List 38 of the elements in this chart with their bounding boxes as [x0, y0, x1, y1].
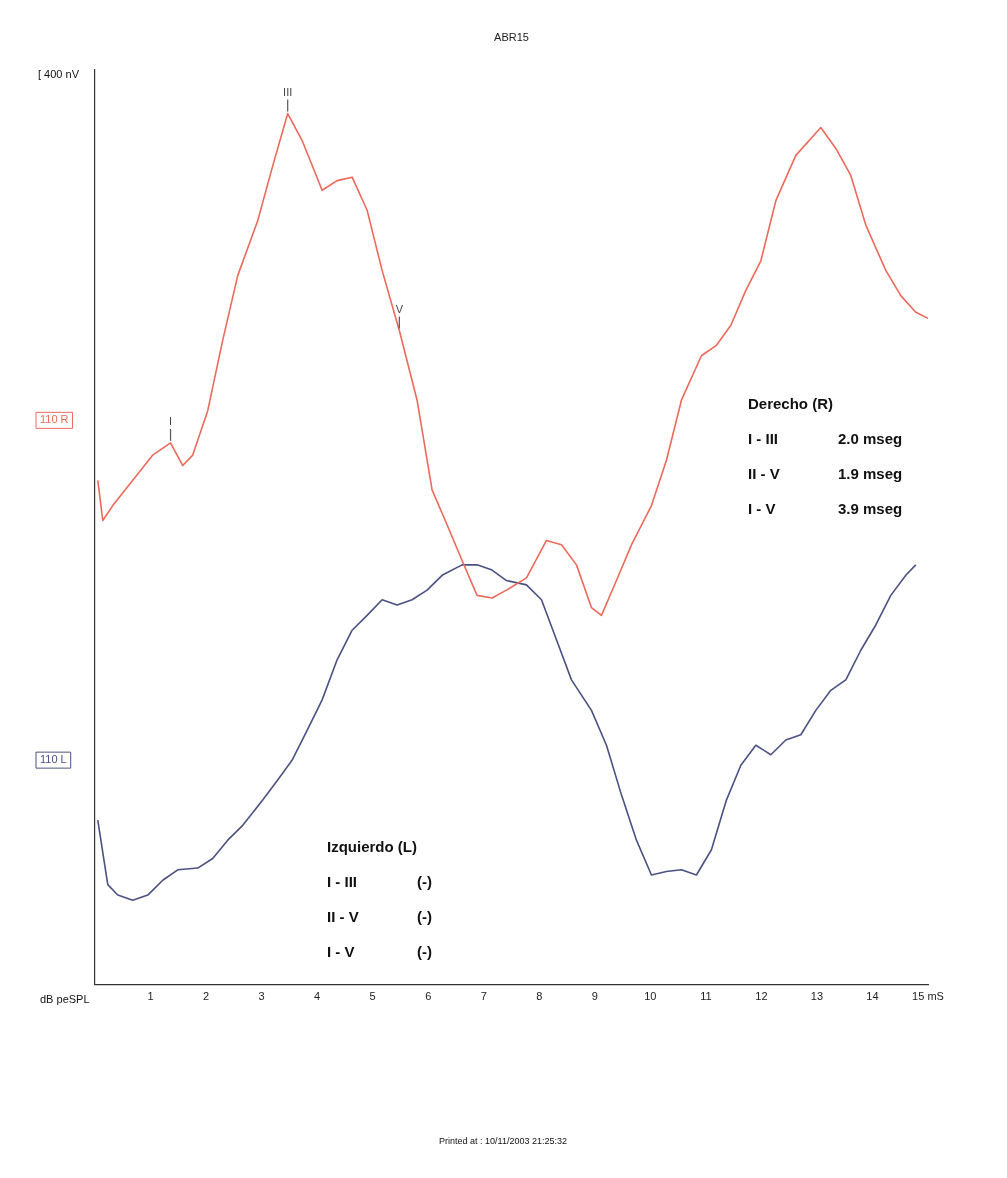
- chart-title: ABR15: [494, 31, 529, 44]
- text: 110 L: [40, 753, 67, 766]
- text: 110 R: [40, 413, 69, 426]
- x-tick-label: 1: [147, 990, 154, 1003]
- x-tick-label: 10: [644, 990, 657, 1003]
- x-tick-label: 7: [480, 990, 487, 1003]
- x-tick-label: 6: [425, 990, 432, 1003]
- annotation: V: [395, 302, 404, 315]
- annotation: I - III: [748, 430, 778, 448]
- annotation: (-): [417, 943, 432, 961]
- x-tick-label: 13: [810, 990, 824, 1003]
- text: dB peSPL: [40, 993, 90, 1006]
- annotation: II - V: [327, 908, 359, 926]
- annotation: (-): [417, 873, 432, 891]
- annotation: 2.0 mseg: [838, 430, 903, 448]
- x-tick-label: 3: [258, 990, 265, 1003]
- x-tick-label: 15 mS: [912, 990, 944, 1003]
- annotation: Derecho (R): [748, 395, 834, 413]
- x-tick-label: 5: [369, 990, 376, 1003]
- x-tick-label: 14: [866, 990, 879, 1003]
- x-tick-label: 4: [314, 990, 321, 1003]
- annotation: I: [168, 414, 173, 427]
- x-tick-label: 9: [591, 990, 598, 1003]
- annotation: (-): [417, 908, 432, 926]
- text: [ 400 nV: [38, 68, 80, 81]
- annotation: III: [283, 85, 293, 98]
- x-tick-label: 12: [755, 990, 768, 1003]
- x-tick-label: 11: [700, 990, 712, 1003]
- annotation: I - V: [327, 943, 355, 961]
- annotation: I - V: [748, 500, 776, 518]
- annotation: I - III: [327, 873, 357, 891]
- x-tick-label: 2: [203, 990, 210, 1003]
- x-tick-label: 8: [536, 990, 543, 1003]
- annotation: II - V: [748, 465, 780, 483]
- annotation: Izquierdo (L): [327, 838, 417, 856]
- annotation: 3.9 mseg: [838, 500, 903, 518]
- text: Printed at : 10/11/2003 21:25:32: [439, 1136, 567, 1147]
- annotation: 1.9 mseg: [838, 465, 903, 483]
